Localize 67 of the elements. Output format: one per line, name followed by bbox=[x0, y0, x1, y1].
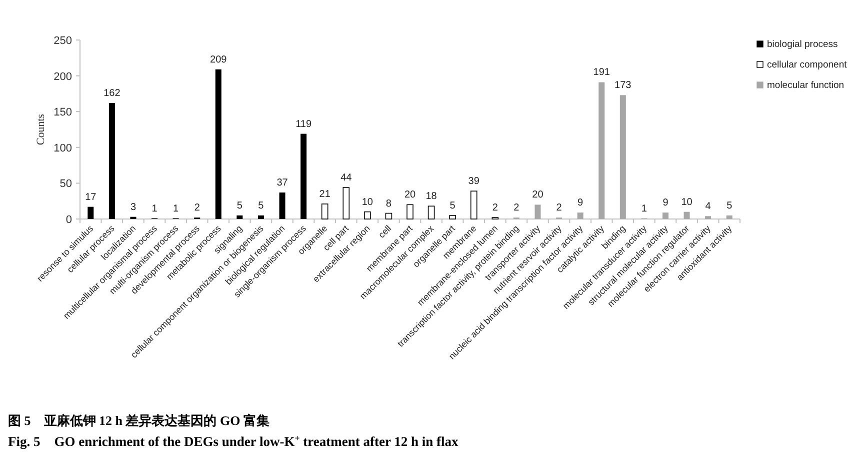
y-tick-label: 250 bbox=[54, 35, 72, 47]
bar bbox=[236, 215, 243, 219]
bar bbox=[258, 215, 264, 219]
bar bbox=[726, 215, 732, 219]
data-label: 37 bbox=[276, 178, 288, 189]
bar bbox=[406, 204, 414, 220]
data-label: 3 bbox=[130, 202, 136, 213]
bar bbox=[598, 82, 605, 219]
data-label: 5 bbox=[236, 200, 243, 212]
y-tick-label: 50 bbox=[60, 178, 72, 190]
bar bbox=[449, 215, 456, 220]
data-label: 5 bbox=[450, 200, 456, 212]
y-axis-title: Counts bbox=[35, 114, 47, 146]
y-tick-label: 150 bbox=[54, 106, 72, 119]
bar bbox=[385, 212, 392, 220]
data-label: 21 bbox=[319, 188, 331, 200]
legend-label: biologial process bbox=[767, 39, 838, 50]
data-label: 162 bbox=[104, 88, 121, 100]
data-label: 1 bbox=[173, 203, 180, 214]
data-label: 2 bbox=[492, 202, 498, 214]
data-label: 8 bbox=[386, 198, 392, 210]
bar bbox=[577, 212, 584, 219]
bar bbox=[684, 212, 690, 219]
data-label: 2 bbox=[514, 202, 520, 214]
bar bbox=[279, 192, 286, 219]
x-tick-label: cell bbox=[376, 223, 394, 240]
bar bbox=[428, 206, 435, 220]
data-label: 5 bbox=[258, 200, 264, 212]
data-label: 20 bbox=[532, 190, 544, 201]
data-label: 9 bbox=[578, 198, 584, 209]
bar bbox=[215, 69, 222, 219]
data-label: 209 bbox=[210, 54, 228, 66]
data-label: 5 bbox=[726, 200, 733, 212]
bar bbox=[342, 187, 350, 220]
bar bbox=[88, 206, 94, 219]
data-label: 119 bbox=[296, 118, 312, 130]
data-label: 20 bbox=[404, 190, 416, 201]
data-label: 44 bbox=[340, 172, 352, 184]
caption: 图 5 亚麻低钾 12 h 差异表达基因的 GO 富集 bbox=[8, 413, 270, 428]
bar bbox=[620, 95, 626, 219]
data-label: 10 bbox=[362, 196, 374, 208]
legend-label: cellular component bbox=[767, 60, 848, 70]
data-label: 1 bbox=[152, 203, 158, 214]
data-label: 10 bbox=[681, 196, 693, 208]
data-label: 39 bbox=[468, 176, 480, 188]
data-label: 2 bbox=[556, 202, 562, 214]
legend-label: molecular function bbox=[767, 80, 844, 91]
bar bbox=[534, 204, 541, 219]
data-label: 173 bbox=[614, 80, 632, 92]
y-tick-label: 0 bbox=[66, 214, 72, 226]
data-label: 191 bbox=[593, 67, 610, 78]
data-label: 17 bbox=[85, 192, 97, 203]
bar bbox=[108, 103, 115, 219]
bar bbox=[662, 212, 668, 219]
y-tick-label: 200 bbox=[54, 70, 72, 83]
bar bbox=[364, 211, 371, 220]
bar bbox=[470, 190, 478, 220]
y-tick-label: 100 bbox=[54, 142, 72, 154]
data-label: 4 bbox=[705, 201, 712, 212]
bar bbox=[705, 216, 712, 219]
bar bbox=[321, 204, 328, 220]
data-label: 1 bbox=[641, 203, 648, 214]
data-label: 18 bbox=[426, 191, 438, 202]
data-label: 9 bbox=[662, 198, 669, 209]
bar bbox=[300, 134, 307, 219]
caption: Fig. 5 GO enrichment of the DEGs under low-K$^{+}$ treatment after 12 h in flax bbox=[8, 433, 458, 449]
data-label: 2 bbox=[194, 202, 200, 214]
